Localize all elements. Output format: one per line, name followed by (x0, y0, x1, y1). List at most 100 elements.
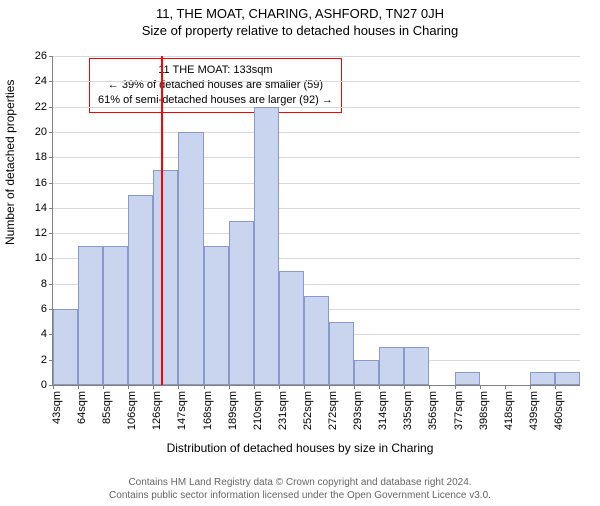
x-tick-label: 398sqm (478, 391, 490, 430)
gridline (53, 183, 580, 184)
histogram-bar (555, 372, 580, 385)
histogram-chart: Number of detached properties 11 THE MOA… (0, 48, 600, 442)
y-tick-label: 6 (41, 303, 47, 315)
x-tick-mark (480, 385, 481, 389)
annotation-line: 11 THE MOAT: 133sqm (98, 63, 333, 78)
histogram-bar (128, 195, 153, 385)
y-tick-label: 22 (35, 101, 47, 113)
gridline (53, 56, 580, 57)
y-tick-label: 12 (35, 227, 47, 239)
x-tick-label: 85sqm (101, 391, 113, 424)
x-tick-label: 314sqm (377, 391, 389, 430)
histogram-bar (103, 246, 128, 385)
histogram-bar (178, 132, 203, 385)
y-tick-mark (49, 183, 53, 184)
histogram-bar (354, 360, 379, 385)
x-tick-mark (254, 385, 255, 389)
y-tick-label: 2 (41, 354, 47, 366)
histogram-bar (229, 221, 254, 386)
x-tick-label: 377sqm (453, 391, 465, 430)
footer-line: Contains public sector information licen… (0, 489, 600, 502)
x-tick-label: 231sqm (277, 391, 289, 430)
x-tick-mark (530, 385, 531, 389)
histogram-bar (329, 322, 354, 385)
histogram-bar (204, 246, 229, 385)
x-tick-label: 168sqm (202, 391, 214, 430)
y-tick-mark (49, 284, 53, 285)
plot-area: 11 THE MOAT: 133sqm ← 39% of detached ho… (52, 56, 580, 386)
x-tick-label: 64sqm (76, 391, 88, 424)
x-tick-mark (555, 385, 556, 389)
y-tick-mark (49, 208, 53, 209)
histogram-bar (53, 309, 78, 385)
y-tick-label: 0 (41, 379, 47, 391)
x-tick-mark (178, 385, 179, 389)
x-tick-label: 126sqm (151, 391, 163, 430)
x-tick-mark (153, 385, 154, 389)
x-tick-mark (103, 385, 104, 389)
x-tick-label: 252sqm (302, 391, 314, 430)
page-subtitle: Size of property relative to detached ho… (0, 23, 600, 38)
y-tick-label: 20 (35, 126, 47, 138)
y-axis-label: Number of detached properties (3, 80, 17, 245)
x-tick-label: 106sqm (126, 391, 138, 430)
annotation-box: 11 THE MOAT: 133sqm ← 39% of detached ho… (89, 58, 342, 113)
y-tick-mark (49, 132, 53, 133)
histogram-bar (455, 372, 480, 385)
y-tick-mark (49, 258, 53, 259)
x-tick-label: 210sqm (252, 391, 264, 430)
histogram-bar (530, 372, 555, 385)
histogram-bar (153, 170, 178, 385)
y-tick-label: 10 (35, 252, 47, 264)
y-tick-label: 16 (35, 177, 47, 189)
x-tick-mark (455, 385, 456, 389)
x-tick-label: 189sqm (227, 391, 239, 430)
y-tick-mark (49, 56, 53, 57)
x-tick-label: 272sqm (327, 391, 339, 430)
histogram-bar (404, 347, 429, 385)
x-tick-mark (78, 385, 79, 389)
annotation-line: ← 39% of detached houses are smaller (59… (98, 78, 333, 93)
x-tick-label: 335sqm (402, 391, 414, 430)
x-tick-mark (379, 385, 380, 389)
x-tick-mark (505, 385, 506, 389)
x-tick-label: 460sqm (553, 391, 565, 430)
x-tick-mark (204, 385, 205, 389)
y-tick-label: 24 (35, 75, 47, 87)
gridline (53, 81, 580, 82)
x-tick-mark (429, 385, 430, 389)
y-tick-mark (49, 233, 53, 234)
marker-line (161, 56, 163, 385)
x-tick-mark (279, 385, 280, 389)
footer-line: Contains HM Land Registry data © Crown c… (0, 476, 600, 489)
y-tick-label: 8 (41, 278, 47, 290)
x-tick-label: 293sqm (352, 391, 364, 430)
histogram-bar (304, 296, 329, 385)
y-tick-mark (49, 107, 53, 108)
gridline (53, 157, 580, 158)
x-tick-mark (329, 385, 330, 389)
x-tick-label: 147sqm (176, 391, 188, 430)
x-tick-mark (53, 385, 54, 389)
x-axis-label: Distribution of detached houses by size … (0, 441, 600, 455)
histogram-bar (254, 107, 279, 385)
histogram-bar (279, 271, 304, 385)
y-tick-mark (49, 81, 53, 82)
x-tick-label: 43sqm (51, 391, 63, 424)
annotation-line: 61% of semi-detached houses are larger (… (98, 93, 333, 108)
gridline (53, 132, 580, 133)
histogram-bar (379, 347, 404, 385)
y-tick-label: 26 (35, 50, 47, 62)
gridline (53, 107, 580, 108)
x-tick-label: 439sqm (528, 391, 540, 430)
x-tick-label: 356sqm (427, 391, 439, 430)
x-tick-mark (229, 385, 230, 389)
x-tick-mark (128, 385, 129, 389)
histogram-bar (78, 246, 103, 385)
x-tick-label: 418sqm (503, 391, 515, 430)
page-title: 11, THE MOAT, CHARING, ASHFORD, TN27 0JH (0, 6, 600, 21)
y-tick-label: 18 (35, 151, 47, 163)
x-tick-mark (354, 385, 355, 389)
y-tick-label: 4 (41, 328, 47, 340)
y-tick-label: 14 (35, 202, 47, 214)
